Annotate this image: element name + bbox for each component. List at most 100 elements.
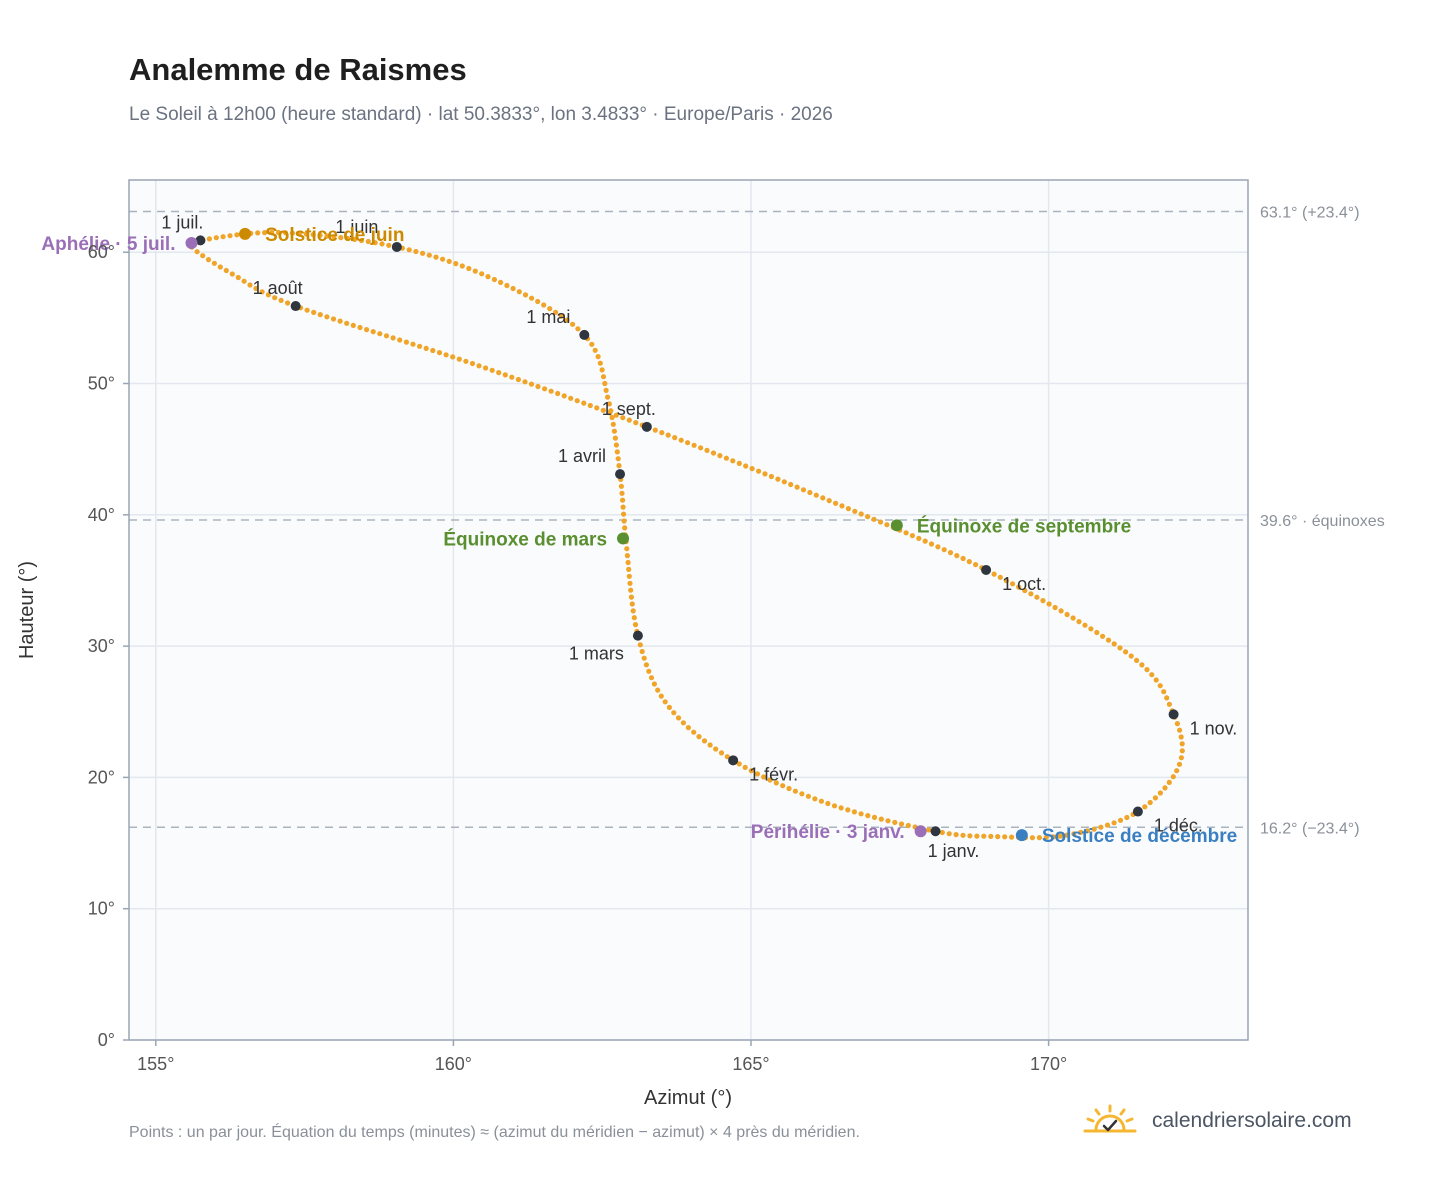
event-label: Équinoxe de mars bbox=[443, 528, 607, 550]
daily-point bbox=[522, 379, 528, 385]
daily-point bbox=[710, 450, 717, 456]
daily-point bbox=[1161, 689, 1167, 695]
daily-point bbox=[1134, 657, 1140, 664]
daily-point bbox=[605, 394, 611, 400]
month-marker bbox=[728, 755, 739, 766]
daily-point bbox=[805, 793, 812, 799]
daily-point bbox=[397, 337, 403, 343]
daily-point bbox=[1029, 835, 1035, 841]
daily-point bbox=[630, 608, 636, 614]
daily-point bbox=[310, 232, 316, 238]
daily-point bbox=[620, 504, 626, 510]
daily-point bbox=[858, 511, 864, 517]
event-label: Aphélie · 5 juil. bbox=[41, 234, 175, 255]
month-label: 1 févr. bbox=[749, 764, 798, 784]
daily-point bbox=[504, 282, 510, 289]
daily-point bbox=[818, 798, 825, 804]
daily-point bbox=[364, 327, 370, 333]
daily-point bbox=[624, 553, 631, 559]
reference-label: 39.6° · équinoxes bbox=[1260, 513, 1385, 530]
daily-point bbox=[1170, 774, 1176, 780]
daily-point bbox=[892, 819, 898, 826]
daily-point bbox=[1088, 626, 1094, 632]
daily-point bbox=[954, 553, 960, 559]
daily-point bbox=[603, 387, 609, 393]
daily-point bbox=[981, 833, 987, 839]
event-marker bbox=[914, 825, 927, 838]
daily-point bbox=[1091, 826, 1097, 832]
daily-point bbox=[775, 476, 781, 482]
daily-point bbox=[568, 395, 574, 401]
y-tick-label: 50° bbox=[88, 374, 115, 394]
daily-point bbox=[973, 562, 979, 568]
daily-point bbox=[379, 241, 385, 247]
brand[interactable]: calendriersolaire.com bbox=[1082, 1104, 1352, 1138]
daily-point bbox=[1084, 828, 1090, 834]
daily-point bbox=[269, 229, 275, 235]
daily-point bbox=[631, 615, 637, 621]
daily-point bbox=[838, 805, 844, 811]
daily-point bbox=[768, 473, 775, 480]
daily-point bbox=[807, 489, 813, 496]
daily-point bbox=[1082, 622, 1088, 628]
y-tick-label: 60° bbox=[88, 242, 115, 262]
daily-point bbox=[678, 437, 684, 443]
daily-point bbox=[614, 449, 620, 455]
daily-point bbox=[324, 233, 330, 239]
daily-point bbox=[535, 298, 541, 305]
daily-point bbox=[995, 834, 1001, 840]
daily-point bbox=[852, 508, 858, 514]
daily-point bbox=[1057, 833, 1063, 839]
daily-point bbox=[718, 750, 725, 756]
daily-point bbox=[1117, 817, 1124, 823]
daily-point bbox=[535, 383, 541, 390]
daily-point bbox=[641, 655, 647, 661]
daily-point bbox=[672, 435, 678, 441]
daily-point bbox=[988, 833, 994, 840]
daily-point bbox=[639, 648, 645, 655]
daily-point bbox=[966, 559, 972, 565]
daily-point bbox=[609, 414, 615, 421]
daily-point bbox=[1128, 653, 1134, 659]
daily-point bbox=[701, 738, 708, 744]
daily-point bbox=[662, 699, 668, 705]
daily-points bbox=[186, 229, 1185, 841]
daily-point bbox=[707, 742, 713, 748]
daily-point bbox=[553, 309, 559, 315]
daily-point bbox=[665, 432, 671, 438]
daily-point bbox=[878, 816, 884, 822]
daily-point bbox=[217, 264, 223, 270]
daily-point bbox=[625, 559, 631, 566]
daily-point bbox=[885, 818, 891, 824]
daily-point bbox=[1176, 761, 1183, 767]
daily-point bbox=[754, 771, 761, 777]
daily-point bbox=[575, 326, 581, 332]
daily-point bbox=[272, 295, 278, 301]
daily-point bbox=[794, 484, 800, 490]
daily-point bbox=[658, 693, 664, 699]
daily-point bbox=[1144, 667, 1150, 673]
daily-point bbox=[730, 458, 736, 464]
month-marker bbox=[579, 329, 590, 340]
daily-point bbox=[749, 466, 755, 472]
daily-point bbox=[564, 317, 570, 323]
daily-point bbox=[1058, 608, 1064, 614]
daily-point bbox=[253, 285, 259, 292]
daily-point bbox=[205, 257, 212, 263]
daily-point bbox=[489, 367, 495, 373]
daily-point bbox=[390, 335, 396, 341]
daily-point bbox=[317, 232, 323, 238]
daily-point bbox=[459, 263, 465, 269]
daily-point bbox=[229, 271, 235, 277]
daily-point bbox=[905, 822, 911, 829]
brand-name[interactable]: calendriersolaire.com bbox=[1152, 1109, 1352, 1132]
daily-point bbox=[1043, 834, 1049, 840]
daily-point bbox=[472, 268, 478, 274]
month-label: 1 mai bbox=[526, 307, 570, 327]
daily-point bbox=[1162, 785, 1168, 791]
daily-point bbox=[600, 407, 606, 413]
daily-point bbox=[633, 420, 639, 426]
daily-point bbox=[799, 791, 805, 797]
daily-point bbox=[1179, 748, 1185, 754]
month-label: 1 nov. bbox=[1190, 718, 1238, 738]
